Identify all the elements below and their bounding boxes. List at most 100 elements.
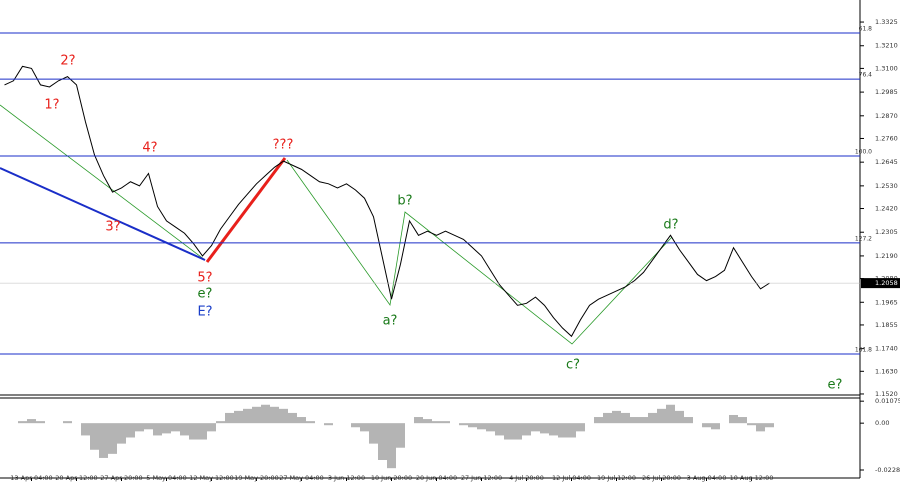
wave-label: 5? — [197, 271, 212, 286]
oscillator-bar — [432, 421, 441, 424]
y-tick-label: 1.3210 — [875, 42, 898, 50]
x-tick-label: 19 May 20:00 — [234, 474, 279, 482]
fib-label: 161.8 — [855, 346, 872, 353]
trend-line — [286, 159, 673, 345]
oscillator-bar — [144, 423, 153, 430]
oscillator-bar — [702, 423, 711, 428]
oscillator-bar — [324, 423, 333, 426]
oscillator-bar — [171, 423, 180, 432]
oscillator-bar — [90, 423, 99, 450]
oscillator-bar — [378, 423, 387, 460]
fib-label: 76.4 — [859, 72, 873, 79]
wave-label: 2? — [60, 54, 75, 69]
oscillator-bar — [108, 423, 117, 454]
oscillator-bar — [630, 417, 639, 424]
fib-label: 61.8 — [859, 25, 873, 32]
oscillator-bar — [189, 423, 198, 440]
oscillator-bar — [477, 423, 486, 430]
y-tick-label: 1.2645 — [875, 158, 898, 166]
y-tick-label: 1.2760 — [875, 134, 898, 142]
wave-label: e? — [828, 378, 843, 393]
oscillator-bar — [261, 404, 270, 424]
trend-lines — [0, 104, 673, 345]
oscillator-bar — [207, 423, 216, 432]
wave-label: E? — [197, 305, 212, 320]
fib-label: 100.0 — [855, 148, 872, 155]
oscillator-bar — [27, 419, 36, 424]
oscillator-bar — [153, 423, 162, 436]
oscillator-bar — [747, 423, 756, 426]
oscillator-bar — [441, 421, 450, 424]
y-tick-label: 1.2305 — [875, 228, 898, 236]
oscillator-bar — [558, 423, 567, 438]
x-tick-label: 5 May 04:00 — [146, 474, 186, 482]
fib-label: 127.2 — [855, 235, 872, 242]
y-tick-label: 1.1740 — [875, 345, 898, 353]
y-tick-label: 1.2985 — [875, 88, 898, 96]
oscillator-bar — [198, 423, 207, 440]
y-tick-label: 1.2190 — [875, 252, 898, 260]
trend-line — [0, 167, 206, 261]
oscillator-bar — [612, 410, 621, 424]
x-tick-label: 27 Apr 20:00 — [100, 474, 142, 482]
x-tick-label: 19 Jul 12:00 — [597, 474, 636, 482]
oscillator-bar — [243, 408, 252, 424]
oscillator-bar — [270, 406, 279, 424]
y-tick-label: 1.3100 — [875, 64, 898, 72]
oscillator-bar — [252, 406, 261, 424]
oscillator-bar — [675, 410, 684, 424]
oscillator-bar — [288, 412, 297, 424]
wave-label: a? — [383, 314, 398, 329]
y-tick-label: 1.2870 — [875, 112, 898, 120]
oscillator-bar — [279, 408, 288, 424]
oscillator-bar — [738, 417, 747, 424]
x-tick-label: 20 Apr 12:00 — [55, 474, 97, 482]
oscillator-bar — [297, 417, 306, 424]
x-tick-label: 13 Apr 04:00 — [10, 474, 52, 482]
oscillator-bar — [567, 423, 576, 438]
oscillator-bar — [576, 423, 585, 432]
price-line — [4, 65, 770, 338]
wave-label: 3? — [105, 220, 120, 235]
y-tick-label: 1.1965 — [875, 298, 898, 306]
x-tick-label: 4 Jul 20:00 — [509, 474, 544, 482]
oscillator-bar — [468, 423, 477, 428]
wave-label: ??? — [273, 138, 294, 153]
oscillator-bar — [135, 423, 144, 432]
oscillator-bar — [180, 423, 189, 436]
oscillator-bar — [459, 423, 468, 426]
oscillator-bar — [99, 423, 108, 458]
oscillator-bar — [423, 419, 432, 424]
oscillator-bar — [594, 417, 603, 424]
oscillator-bar — [162, 423, 171, 434]
oscillator-bar — [711, 423, 720, 430]
oscillator-bar — [216, 421, 225, 424]
oscillator-bar — [648, 412, 657, 424]
oscillator-bar — [36, 421, 45, 424]
oscillator-bar — [396, 423, 405, 448]
oscillator-bar — [351, 423, 360, 428]
oscillator-bar — [639, 417, 648, 424]
current-price-box — [861, 278, 900, 289]
wave-label: b? — [397, 194, 412, 209]
x-tick-label: 27 Jun 12:00 — [461, 474, 502, 482]
oscillator-bar — [369, 423, 378, 444]
wave-label: e? — [198, 287, 213, 302]
y-tick-label: -0.02289 — [875, 466, 900, 474]
oscillator-bar — [495, 423, 504, 436]
oscillator-bar — [234, 410, 243, 424]
x-tick-label: 12 May 12:00 — [189, 474, 234, 482]
oscillator-bar — [18, 421, 27, 424]
oscillator-bar — [63, 421, 72, 424]
y-tick-label: 0.00 — [875, 419, 889, 427]
x-tick-label: 3 Jun 12:00 — [328, 474, 365, 482]
x-tick-label: 10 Jun 20:00 — [371, 474, 412, 482]
oscillator-bar — [657, 408, 666, 424]
oscillator-bar — [126, 423, 135, 438]
oscillator-bar — [387, 423, 396, 469]
oscillator-bar — [756, 423, 765, 432]
oscillator-bar — [531, 423, 540, 432]
oscillator-bar — [504, 423, 513, 440]
oscillator-bar — [666, 404, 675, 424]
